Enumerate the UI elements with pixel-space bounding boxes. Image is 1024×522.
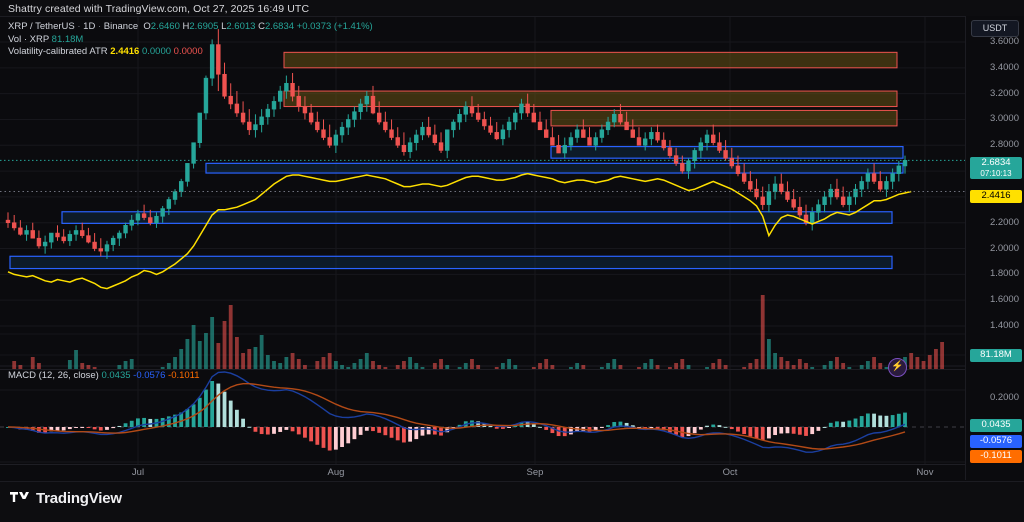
price-axis-tick: 3.2000 — [989, 87, 1019, 99]
attribution-text: Shattry created with TradingView.com, Oc… — [8, 3, 310, 15]
volume-legend-title: Vol · XRP — [8, 34, 50, 45]
legend-low-label: L — [221, 21, 227, 32]
atr-legend[interactable]: Volatility-calibrated ATR 2.4416 0.0000 … — [8, 46, 203, 58]
price-axis-tick: 2.0000 — [989, 242, 1019, 254]
secondary-axis-tick: 0.2000 — [989, 392, 1019, 403]
volume-value-badge-value: 81.18M — [980, 349, 1012, 360]
macd-signal-badge[interactable]: -0.0576 — [970, 435, 1022, 448]
time-axis-label: Nov — [916, 467, 934, 478]
price-pane[interactable] — [0, 17, 1024, 369]
tradingview-wordmark: TradingView — [36, 490, 122, 507]
legend-high-value: 2.6905 — [189, 21, 219, 32]
price-axis-tick: 3.0000 — [989, 113, 1019, 125]
last-price-badge[interactable]: 2.6834 07:10:13 — [970, 157, 1022, 180]
volume-legend[interactable]: Vol · XRP 81.18M — [8, 34, 83, 46]
macd-hist-badge-value: -0.1011 — [980, 450, 1012, 461]
legend-exchange: Binance — [103, 21, 139, 32]
atr-value-badge[interactable]: 2.4416 — [970, 190, 1022, 203]
atr-value-badge-value: 2.4416 — [981, 190, 1011, 201]
time-axis-label: Jul — [131, 467, 145, 478]
price-axis-tick: 1.8000 — [989, 268, 1019, 280]
legend-close-label: C — [258, 21, 265, 32]
time-axis[interactable]: Jul Aug Sep Oct Nov — [0, 464, 1024, 481]
macd-macd-badge[interactable]: 0.0435 — [970, 419, 1022, 432]
atr-legend-title: Volatility-calibrated ATR — [8, 46, 108, 57]
legend-low-value: 2.6013 — [226, 21, 256, 32]
lightning-icon[interactable]: ⚡ — [888, 358, 907, 377]
price-axis-tick: 3.4000 — [989, 61, 1019, 73]
atr-legend-value-2: 0.0000 — [141, 46, 172, 57]
atr-legend-value-3: 0.0000 — [173, 46, 203, 57]
time-axis-label: Aug — [327, 467, 345, 478]
legend-sep-2: · — [95, 21, 104, 32]
legend-sep-1: · — [74, 21, 84, 32]
macd-legend[interactable]: MACD (12, 26, close) 0.0435 -0.0576 -0.1… — [8, 370, 200, 382]
legend-change-pct: (+1.41%) — [333, 21, 373, 32]
legend-change: +0.0373 — [296, 21, 332, 32]
legend-open-value: 2.6460 — [150, 21, 180, 32]
price-axis-tick: 1.4000 — [989, 320, 1019, 331]
chart-area[interactable]: ⚡ — [0, 16, 1024, 482]
price-axis-tick: 2.8000 — [989, 139, 1019, 151]
macd-hist-badge[interactable]: -0.1011 — [970, 450, 1022, 463]
tradingview-mark-icon — [10, 491, 30, 506]
volume-value-badge[interactable]: 81.18M — [970, 349, 1022, 362]
macd-pane[interactable] — [0, 369, 1024, 482]
macd-macd-badge-value: 0.0435 — [981, 419, 1011, 430]
time-axis-label: Sep — [526, 467, 544, 478]
macd-legend-value: 0.0435 — [101, 370, 131, 381]
legend-open-label: O — [143, 21, 151, 32]
last-price-badge-countdown: 07:10:13 — [980, 168, 1012, 178]
macd-legend-signal: -0.0576 — [133, 370, 166, 381]
price-axis[interactable]: USDT 3.60003.40003.20003.00002.80002.600… — [965, 16, 1024, 480]
price-legend[interactable]: XRP / TetherUS · 1D · Binance O2.6460 H2… — [8, 21, 373, 33]
macd-legend-hist: -0.1011 — [168, 370, 200, 381]
price-axis-tick: 2.2000 — [989, 216, 1019, 228]
time-axis-label: Oct — [722, 467, 738, 478]
atr-legend-value: 2.4416 — [110, 46, 140, 57]
last-price-badge-value: 2.6834 — [981, 157, 1011, 168]
macd-legend-title: MACD (12, 26, close) — [8, 370, 99, 381]
legend-high-label: H — [182, 21, 190, 32]
price-axis-tick: 3.6000 — [989, 36, 1019, 47]
price-plot — [0, 17, 966, 369]
volume-legend-value: 81.18M — [51, 34, 84, 45]
legend-interval: 1D — [83, 21, 96, 32]
legend-symbol: XRP / TetherUS — [8, 21, 75, 32]
macd-plot — [0, 370, 966, 481]
legend-close-value: 2.6834 — [264, 21, 295, 32]
tradingview-logo: TradingView — [10, 490, 122, 507]
price-axis-tick: 1.6000 — [989, 294, 1019, 306]
macd-signal-badge-value: -0.0576 — [979, 435, 1013, 446]
currency-button[interactable]: USDT — [971, 20, 1019, 37]
